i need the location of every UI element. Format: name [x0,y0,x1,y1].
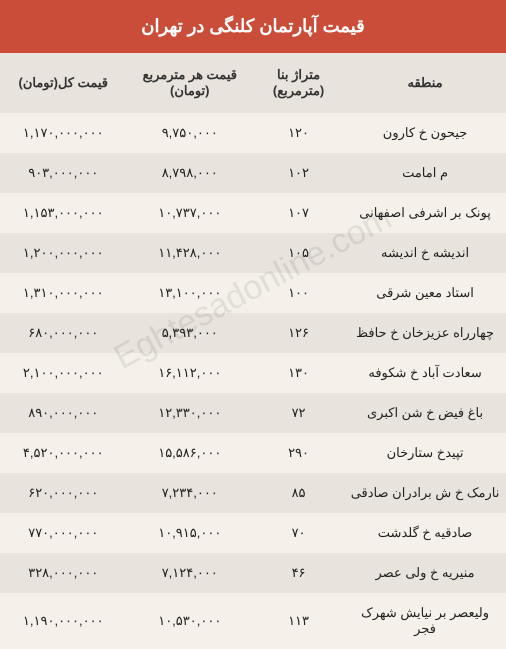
cell-region: اندیشه خ اندیشه [344,233,506,273]
cell-area: ۱۰۵ [253,233,344,273]
cell-price-sqm: ۱۵,۵۸۶,۰۰۰ [127,433,254,473]
table-row: م امامت۱۰۲۸,۷۹۸,۰۰۰۹۰۳,۰۰۰,۰۰۰ [0,153,506,193]
cell-region: تپیدخ ستارخان [344,433,506,473]
cell-region: استاد معین شرقی [344,273,506,313]
table-row: نارمک خ ش برادران صادقی۸۵۷,۲۳۴,۰۰۰۶۲۰,۰۰… [0,473,506,513]
cell-price-total: ۱,۲۰۰,۰۰۰,۰۰۰ [0,233,127,273]
cell-region: پونک بر اشرفی اصفهانی [344,193,506,233]
cell-price-total: ۲,۱۰۰,۰۰۰,۰۰۰ [0,353,127,393]
table-row: ولیعصر بر نیایش شهرک فجر۱۱۳۱۰,۵۳۰,۰۰۰۱,۱… [0,593,506,649]
cell-area: ۴۶ [253,553,344,593]
table-row: چهارراه عزیزخان خ حافظ۱۲۶۵,۳۹۳,۰۰۰۶۸۰,۰۰… [0,313,506,353]
cell-area: ۷۲ [253,393,344,433]
cell-region: منیریه خ ولی عصر [344,553,506,593]
cell-region: جیحون خ کارون [344,113,506,153]
table-row: سعادت آباد خ شکوفه۱۳۰۱۶,۱۱۲,۰۰۰۲,۱۰۰,۰۰۰… [0,353,506,393]
table-row: پونک بر اشرفی اصفهانی۱۰۷۱۰,۷۳۷,۰۰۰۱,۱۵۳,… [0,193,506,233]
cell-price-total: ۷۷۰,۰۰۰,۰۰۰ [0,513,127,553]
cell-price-sqm: ۸,۷۹۸,۰۰۰ [127,153,254,193]
cell-region: سعادت آباد خ شکوفه [344,353,506,393]
cell-price-sqm: ۱۰,۹۱۵,۰۰۰ [127,513,254,553]
cell-area: ۱۰۰ [253,273,344,313]
table-row: استاد معین شرقی۱۰۰۱۳,۱۰۰,۰۰۰۱,۳۱۰,۰۰۰,۰۰… [0,273,506,313]
table-row: جیحون خ کارون۱۲۰۹,۷۵۰,۰۰۰۱,۱۷۰,۰۰۰,۰۰۰ [0,113,506,153]
cell-price-total: ۱,۳۱۰,۰۰۰,۰۰۰ [0,273,127,313]
cell-price-total: ۴,۵۲۰,۰۰۰,۰۰۰ [0,433,127,473]
cell-price-sqm: ۷,۱۲۴,۰۰۰ [127,553,254,593]
cell-area: ۱۲۶ [253,313,344,353]
cell-price-sqm: ۹,۷۵۰,۰۰۰ [127,113,254,153]
cell-region: نارمک خ ش برادران صادقی [344,473,506,513]
table-row: اندیشه خ اندیشه۱۰۵۱۱,۴۲۸,۰۰۰۱,۲۰۰,۰۰۰,۰۰… [0,233,506,273]
cell-price-sqm: ۱۰,۵۳۰,۰۰۰ [127,593,254,649]
cell-price-total: ۱,۱۵۳,۰۰۰,۰۰۰ [0,193,127,233]
table-row: صادقیه خ گلدشت۷۰۱۰,۹۱۵,۰۰۰۷۷۰,۰۰۰,۰۰۰ [0,513,506,553]
page-title: قیمت آپارتمان کلنگی در تهران [0,0,506,53]
cell-price-sqm: ۱۳,۱۰۰,۰۰۰ [127,273,254,313]
cell-price-sqm: ۱۱,۴۲۸,۰۰۰ [127,233,254,273]
cell-region: م امامت [344,153,506,193]
cell-price-sqm: ۱۲,۳۳۰,۰۰۰ [127,393,254,433]
cell-area: ۸۵ [253,473,344,513]
cell-price-sqm: ۷,۲۳۴,۰۰۰ [127,473,254,513]
cell-price-total: ۳۲۸,۰۰۰,۰۰۰ [0,553,127,593]
cell-price-total: ۹۰۳,۰۰۰,۰۰۰ [0,153,127,193]
price-table: منطقه متراژ بنا (مترمربع) قیمت هر مترمرب… [0,53,506,649]
cell-region: صادقیه خ گلدشت [344,513,506,553]
cell-region: باغ فیض خ شن اکبری [344,393,506,433]
cell-price-sqm: ۱۰,۷۳۷,۰۰۰ [127,193,254,233]
cell-region: ولیعصر بر نیایش شهرک فجر [344,593,506,649]
cell-price-total: ۶۲۰,۰۰۰,۰۰۰ [0,473,127,513]
col-header-area: متراژ بنا (مترمربع) [253,53,344,113]
cell-price-total: ۶۸۰,۰۰۰,۰۰۰ [0,313,127,353]
cell-area: ۱۱۳ [253,593,344,649]
cell-area: ۱۰۲ [253,153,344,193]
cell-price-sqm: ۵,۳۹۳,۰۰۰ [127,313,254,353]
cell-price-total: ۱,۱۹۰,۰۰۰,۰۰۰ [0,593,127,649]
col-header-region: منطقه [344,53,506,113]
cell-area: ۲۹۰ [253,433,344,473]
cell-area: ۷۰ [253,513,344,553]
table-row: تپیدخ ستارخان۲۹۰۱۵,۵۸۶,۰۰۰۴,۵۲۰,۰۰۰,۰۰۰ [0,433,506,473]
cell-price-sqm: ۱۶,۱۱۲,۰۰۰ [127,353,254,393]
cell-price-total: ۱,۱۷۰,۰۰۰,۰۰۰ [0,113,127,153]
col-header-price-total: قیمت کل(تومان) [0,53,127,113]
cell-area: ۱۰۷ [253,193,344,233]
cell-area: ۱۲۰ [253,113,344,153]
table-row: منیریه خ ولی عصر۴۶۷,۱۲۴,۰۰۰۳۲۸,۰۰۰,۰۰۰ [0,553,506,593]
table-row: باغ فیض خ شن اکبری۷۲۱۲,۳۳۰,۰۰۰۸۹۰,۰۰۰,۰۰… [0,393,506,433]
cell-region: چهارراه عزیزخان خ حافظ [344,313,506,353]
cell-price-total: ۸۹۰,۰۰۰,۰۰۰ [0,393,127,433]
table-header-row: منطقه متراژ بنا (مترمربع) قیمت هر مترمرب… [0,53,506,113]
col-header-price-sqm: قیمت هر مترمربع (تومان) [127,53,254,113]
cell-area: ۱۳۰ [253,353,344,393]
